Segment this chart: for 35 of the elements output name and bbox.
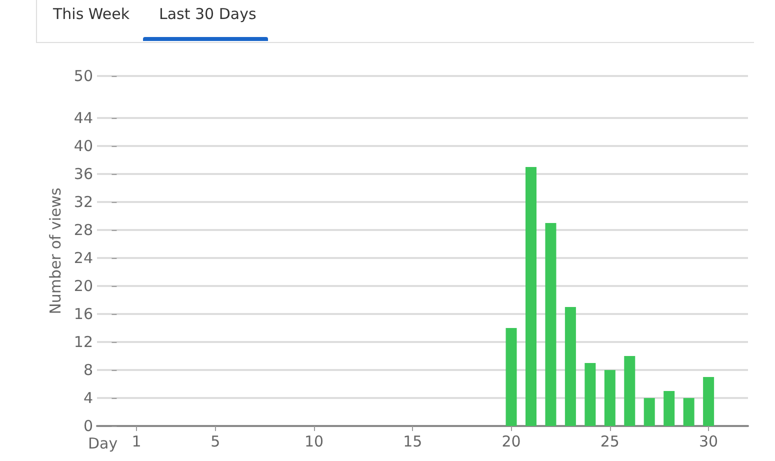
text: This Week bbox=[53, 5, 130, 23]
y-tick-label: 36 bbox=[74, 165, 93, 183]
bar bbox=[545, 223, 556, 426]
bar bbox=[526, 167, 536, 426]
y-axis-title: Number of views bbox=[46, 188, 65, 314]
x-axis-title: Day bbox=[88, 434, 118, 452]
text: Last 30 Days bbox=[159, 5, 256, 23]
bar bbox=[564, 307, 576, 426]
bar bbox=[703, 377, 714, 426]
x-tick-label: 25 bbox=[600, 432, 620, 450]
x-tick-label: 15 bbox=[403, 432, 422, 450]
y-tick-label: 24 bbox=[74, 249, 93, 267]
x-tick-label: 10 bbox=[304, 432, 324, 450]
x-tick-label: 30 bbox=[699, 432, 718, 450]
y-tick-label: 40 bbox=[74, 137, 93, 155]
x-tick-label: 5 bbox=[210, 432, 220, 450]
bar bbox=[683, 398, 694, 426]
y-tick-label: 0 bbox=[83, 417, 93, 435]
y-tick-label: 32 bbox=[74, 193, 93, 211]
bar bbox=[506, 328, 517, 426]
bar bbox=[624, 356, 636, 426]
bar bbox=[664, 391, 675, 426]
y-tick-label: 44 bbox=[74, 109, 93, 127]
y-tick-label: 50 bbox=[74, 67, 93, 85]
y-tick-label: 8 bbox=[83, 361, 93, 379]
y-tick-label: 20 bbox=[74, 277, 93, 295]
bar bbox=[644, 398, 655, 426]
x-tick-label: 1 bbox=[132, 432, 142, 450]
x-tick-label: 20 bbox=[502, 432, 521, 450]
y-tick-label: 28 bbox=[74, 221, 93, 239]
bar bbox=[584, 363, 596, 426]
y-tick-label: 12 bbox=[74, 333, 93, 351]
y-tick-label: 4 bbox=[83, 389, 93, 407]
bar bbox=[604, 370, 616, 426]
y-tick-label: 16 bbox=[74, 305, 93, 323]
